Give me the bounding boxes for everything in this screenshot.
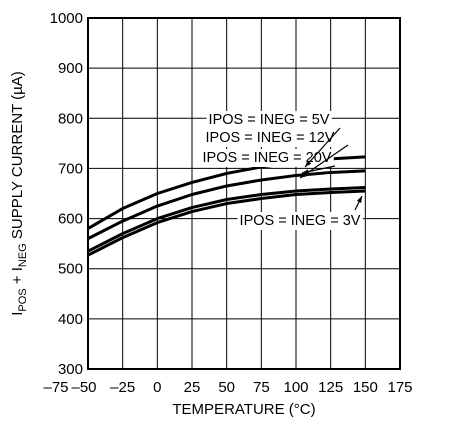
x-tick-label: 25 xyxy=(184,379,201,396)
annotation-background xyxy=(237,212,363,230)
x-tick-label: 125 xyxy=(318,379,343,396)
x-tick-labels: –75 –50 –25 0 25 50 75 100 125 150 175 xyxy=(43,379,412,396)
x-tick-label: 175 xyxy=(387,379,412,396)
series-line-3 xyxy=(87,185,366,253)
annotation-background xyxy=(206,111,332,129)
y-tick-label: 1000 xyxy=(50,10,83,27)
y-tick-label: 700 xyxy=(58,160,83,177)
annotations: IPOS = INEG = 5V IPOS = INEG = 12V IPOS = … xyxy=(200,111,363,230)
annotation-arrowhead xyxy=(302,169,309,174)
x-tick-label: 75 xyxy=(253,379,270,396)
x-tick-label: –50 xyxy=(71,379,96,396)
annotation-leader xyxy=(304,127,341,168)
y-axis-label: IPOS + INEG SUPPLY CURRENT (µA) xyxy=(9,71,29,316)
y-label-text: I xyxy=(9,312,26,316)
annotation-label: IPOS = INEG = 20V xyxy=(203,150,332,166)
y-tick-label: 300 xyxy=(58,361,83,378)
annotation-background xyxy=(203,129,337,147)
y-tick-label: 600 xyxy=(58,211,83,228)
x-tick-label: –75 xyxy=(43,379,68,396)
y-tick-label: 400 xyxy=(58,311,83,328)
annotation-label: IPOS = INEG = 5V xyxy=(209,112,330,128)
annotation-label: IPOS = INEG = 3V xyxy=(240,213,361,229)
y-label-text: SUPPLY CURRENT (µA) xyxy=(9,71,26,243)
x-tick-label: 150 xyxy=(353,379,378,396)
y-tick-label: 500 xyxy=(58,261,83,278)
y-label-text: + I xyxy=(9,267,26,288)
grid xyxy=(88,18,400,369)
series-line-2 xyxy=(87,169,366,240)
x-axis-label: TEMPERATURE (°C) xyxy=(172,401,315,418)
plot-frame xyxy=(87,17,401,370)
y-label-subscript: POS xyxy=(17,288,29,311)
annotation-arrowhead xyxy=(356,196,362,203)
x-tick-label: 50 xyxy=(218,379,235,396)
x-tick-label: –25 xyxy=(110,379,135,396)
x-tick-label: 0 xyxy=(153,379,161,396)
y-tick-labels: 300 400 500 600 700 800 900 1000 xyxy=(50,10,83,378)
y-tick-label: 800 xyxy=(58,110,83,127)
annotation-arrowhead xyxy=(300,172,307,178)
annotation-arrowhead xyxy=(305,160,312,167)
series-line-4 xyxy=(87,189,366,257)
x-tick-label: 100 xyxy=(283,379,308,396)
annotation-background xyxy=(200,149,334,167)
y-tick-label: 900 xyxy=(58,60,83,77)
annotation-label: IPOS = INEG = 12V xyxy=(206,130,335,146)
y-label-subscript: NEG xyxy=(17,243,29,267)
